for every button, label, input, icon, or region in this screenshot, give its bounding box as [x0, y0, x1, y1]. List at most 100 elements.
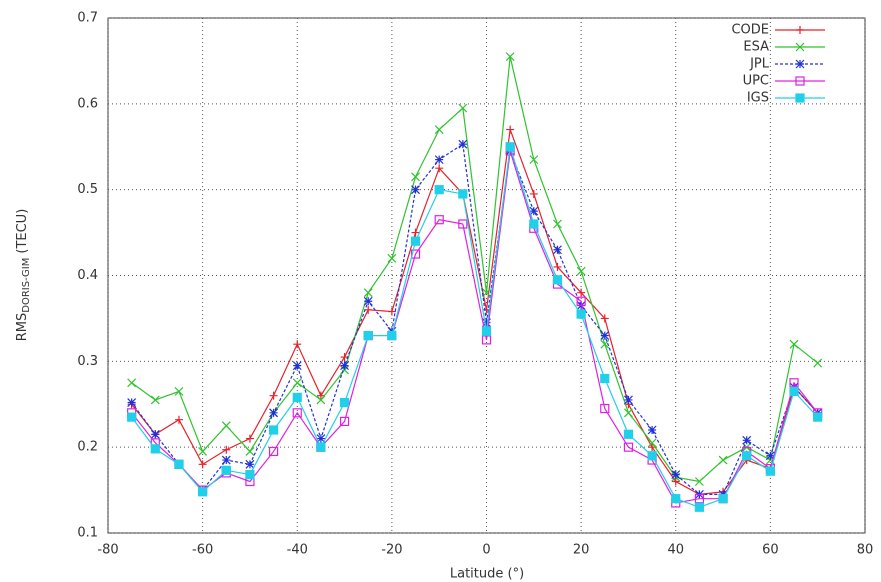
marker: [458, 103, 468, 113]
marker: [316, 395, 326, 405]
legend-label: JPL: [749, 57, 770, 72]
marker: [813, 412, 823, 422]
marker: [221, 421, 231, 431]
marker: [245, 470, 255, 480]
x-tick-label: 0: [482, 543, 490, 558]
marker: [411, 172, 420, 182]
x-tick-label: 20: [573, 543, 590, 558]
y-axis-label: RMSDORIS-GIM (TECU): [15, 209, 33, 342]
marker: [340, 361, 349, 371]
marker: [647, 438, 657, 448]
marker: [458, 219, 468, 229]
marker: [795, 59, 805, 69]
marker: [363, 330, 373, 341]
marker: [434, 215, 444, 225]
marker: [795, 42, 805, 52]
y-label-main: RMS: [15, 313, 30, 342]
marker: [671, 470, 681, 480]
marker: [150, 395, 160, 405]
marker: [529, 219, 539, 229]
marker: [718, 494, 728, 504]
x-tick-label: 40: [667, 543, 684, 558]
marker: [576, 309, 586, 319]
marker: [221, 465, 231, 475]
marker: [316, 434, 326, 444]
marker: [505, 52, 515, 62]
marker: [410, 236, 421, 246]
y-tick-label: 0.6: [77, 96, 98, 111]
marker: [363, 288, 373, 298]
marker: [387, 307, 396, 316]
marker: [624, 395, 633, 405]
marker: [316, 442, 326, 452]
marker: [387, 253, 397, 263]
marker: [268, 446, 279, 457]
y-label-sub: DORIS-GIM: [21, 258, 32, 313]
x-tick-label: 80: [857, 543, 874, 558]
marker: [789, 339, 799, 349]
marker: [174, 386, 184, 396]
marker: [339, 397, 350, 408]
series-line: [131, 56, 819, 483]
marker: [150, 429, 160, 439]
marker: [647, 425, 657, 435]
marker: [221, 455, 231, 465]
marker: [410, 249, 421, 259]
marker: [552, 275, 563, 285]
series-line: [131, 129, 819, 495]
marker: [624, 408, 633, 418]
y-label-unit: (TECU): [15, 209, 30, 254]
y-tick-label: 0.7: [77, 11, 98, 26]
series-line: [131, 143, 819, 495]
marker: [765, 466, 775, 476]
marker: [435, 164, 444, 173]
marker: [529, 155, 539, 165]
y-tick-label: 0.4: [77, 268, 98, 283]
marker: [411, 228, 420, 237]
marker: [150, 444, 160, 454]
x-tick-label: -80: [97, 543, 118, 558]
marker: [789, 386, 799, 396]
marker: [458, 189, 468, 199]
legend-label: ESA: [743, 40, 769, 55]
marker: [623, 429, 634, 439]
marker: [742, 435, 752, 445]
marker: [387, 330, 397, 341]
legend-label: IGS: [747, 91, 769, 106]
marker: [796, 26, 804, 34]
x-tick-label: 60: [762, 543, 779, 558]
marker: [174, 415, 183, 424]
marker: [600, 331, 610, 341]
marker: [623, 442, 634, 452]
marker: [222, 445, 231, 454]
y-tick-label: 0.2: [77, 440, 98, 455]
y-tick-label: 0.3: [77, 354, 98, 369]
marker: [292, 408, 302, 418]
x-axis-label: Latitude (°): [450, 567, 524, 582]
marker: [411, 185, 420, 195]
marker: [245, 434, 254, 443]
marker: [245, 447, 255, 456]
marker: [339, 416, 350, 427]
marker: [269, 391, 278, 400]
marker: [434, 125, 444, 135]
marker: [529, 206, 539, 216]
marker: [671, 477, 680, 486]
marker: [482, 318, 491, 328]
marker: [795, 76, 805, 86]
marker: [292, 378, 302, 388]
y-tick-label: 0.5: [77, 182, 98, 197]
marker: [600, 314, 609, 323]
marker: [458, 139, 468, 149]
marker: [553, 219, 562, 229]
x-tick-label: -60: [192, 543, 213, 558]
marker: [481, 326, 492, 336]
marker: [198, 447, 208, 456]
marker: [363, 296, 373, 306]
legend-label: UPC: [743, 74, 769, 89]
marker: [245, 459, 255, 469]
marker: [600, 373, 610, 384]
marker: [813, 358, 823, 368]
marker: [127, 398, 137, 407]
marker: [765, 451, 775, 461]
